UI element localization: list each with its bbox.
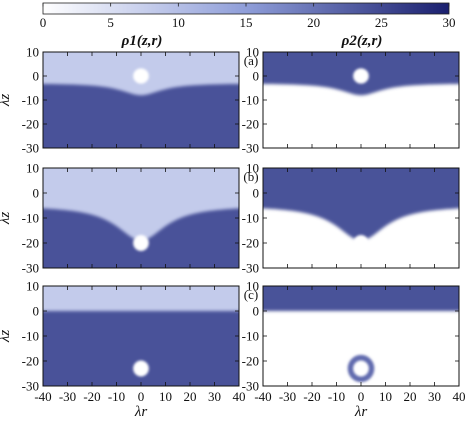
y-tick-label: -10 xyxy=(242,329,259,344)
colorbar-tick-label: 0 xyxy=(40,15,47,30)
colorbar-tick-label: 20 xyxy=(307,15,320,30)
x-tick-label: -40 xyxy=(254,389,271,404)
x-tick-label: -10 xyxy=(108,389,125,404)
x-tick-label: 10 xyxy=(379,389,392,404)
y-tick-label: 0 xyxy=(33,186,40,201)
x-tick-label: 0 xyxy=(138,389,145,404)
colorbar-tick-label: 5 xyxy=(107,15,114,30)
upper-region xyxy=(43,168,239,241)
y-tick-label: 10 xyxy=(246,161,259,176)
y-tick-label: -20 xyxy=(22,354,39,369)
panel-rho2-1: 10 0 -10 -20 -30 xyxy=(242,161,460,276)
upper-region xyxy=(263,168,459,241)
y-tick-label: -20 xyxy=(242,236,259,251)
x-tick-label: -20 xyxy=(303,389,320,404)
y-tick-label: 10 xyxy=(26,45,39,60)
x-axis-label-right: λr xyxy=(354,404,367,420)
x-tick-label: 20 xyxy=(404,389,417,404)
column-title-rho2: ρ2(z,r) xyxy=(341,33,383,49)
x-tick-label: 40 xyxy=(453,389,466,404)
x-axis-label-left: λr xyxy=(134,404,147,420)
y-tick-label: 10 xyxy=(246,45,259,60)
x-tick-label: 30 xyxy=(208,389,221,404)
y-tick-label: -20 xyxy=(242,354,259,369)
panel-field xyxy=(43,168,239,268)
ball xyxy=(133,68,149,84)
y-tick-label: 10 xyxy=(246,279,259,294)
x-tick-label: 0 xyxy=(358,389,365,404)
panel-rho2-0: 10 0 -10 -20 -30 xyxy=(242,45,460,156)
y-tick-label: -30 xyxy=(22,261,39,276)
panel-rho1-0: 10 0 -10 -20 -30 λz xyxy=(0,45,240,156)
y-tick-label: -10 xyxy=(22,329,39,344)
x-tick-label: 10 xyxy=(159,389,172,404)
x-tick-label: 40 xyxy=(233,389,246,404)
y-tick-label: -30 xyxy=(242,379,259,394)
x-tick-label: -10 xyxy=(328,389,345,404)
y-tick-label: -20 xyxy=(22,236,39,251)
y-axis-label: λz xyxy=(0,330,13,343)
panel-field xyxy=(263,286,459,386)
panel-tag: (a) xyxy=(244,53,258,68)
y-tick-label: 0 xyxy=(253,69,260,84)
y-tick-label: 0 xyxy=(253,186,260,201)
y-tick-label: 10 xyxy=(26,161,39,176)
x-tick-label: 30 xyxy=(428,389,441,404)
y-tick-label: -20 xyxy=(242,117,259,132)
colorbar-tick-label: 30 xyxy=(443,15,456,30)
ball xyxy=(133,360,149,377)
y-tick-label: 0 xyxy=(253,304,260,319)
x-tick-label: 20 xyxy=(184,389,197,404)
panel-rho1-1: 10 0 -10 -20 -30 λz xyxy=(0,161,240,276)
x-tick-label: -20 xyxy=(83,389,100,404)
panel-field xyxy=(43,286,239,386)
y-tick-label: -10 xyxy=(22,211,39,226)
panel-tag: (b) xyxy=(243,169,258,184)
colorbar-tick-label: 10 xyxy=(172,15,185,30)
ball xyxy=(353,360,369,377)
y-tick-label: 0 xyxy=(33,304,40,319)
y-axis-label: λz xyxy=(0,94,13,107)
ball xyxy=(353,68,369,84)
colorbar-ticks: 0 5 10 15 20 25 30 xyxy=(40,3,456,30)
y-tick-label: -20 xyxy=(22,117,39,132)
y-tick-label: 0 xyxy=(33,69,40,84)
y-tick-label: -30 xyxy=(242,261,259,276)
y-tick-label: -30 xyxy=(242,141,259,156)
panel-tag: (c) xyxy=(244,287,258,302)
upper-region xyxy=(43,286,239,311)
ball xyxy=(353,235,369,251)
ball xyxy=(133,235,149,251)
y-tick-label: -30 xyxy=(22,379,39,394)
panel-field xyxy=(43,52,239,148)
upper-region xyxy=(263,286,459,311)
x-tick-label: -40 xyxy=(34,389,51,404)
y-tick-label: 10 xyxy=(26,279,39,294)
y-axis-label: λz xyxy=(0,212,13,225)
y-tick-label: -10 xyxy=(242,211,259,226)
panel-field xyxy=(263,168,459,268)
y-tick-label: -10 xyxy=(242,93,259,108)
colorbar: 0 5 10 15 20 25 30 xyxy=(40,2,456,30)
x-tick-label: -30 xyxy=(59,389,76,404)
column-title-rho1: ρ1(z,r) xyxy=(121,33,163,49)
colorbar-tick-label: 25 xyxy=(375,15,388,30)
panel-grid: 100-10-20-30λz100-10-20-30(a)100-10-20-3… xyxy=(0,45,466,405)
panel-field xyxy=(263,52,459,148)
x-tick-label: -30 xyxy=(279,389,296,404)
y-tick-label: -10 xyxy=(22,93,39,108)
colorbar-tick-label: 15 xyxy=(240,15,253,30)
y-tick-label: -30 xyxy=(22,141,39,156)
